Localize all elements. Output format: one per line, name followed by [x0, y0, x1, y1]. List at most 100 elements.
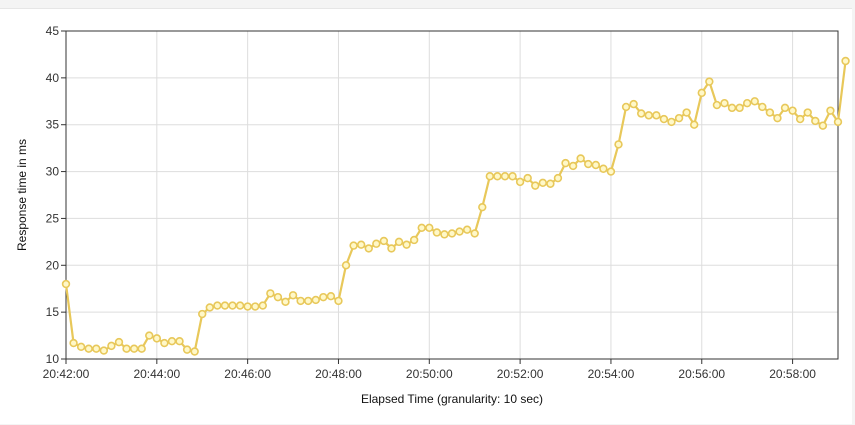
data-point	[637, 109, 646, 118]
grid-lines	[65, 30, 838, 360]
data-point	[288, 291, 298, 300]
y-tick-label: 15	[46, 305, 60, 319]
data-point	[750, 97, 759, 106]
data-point	[190, 347, 199, 356]
data-point	[788, 106, 797, 115]
data-point	[447, 229, 457, 238]
x-tick-label: 20:44:00	[133, 367, 180, 381]
y-axis-ticks: 10 15 20 25 30 35 40 45	[46, 24, 66, 366]
data-point	[742, 98, 752, 108]
data-point	[697, 88, 706, 98]
data-point	[629, 99, 638, 109]
data-point	[584, 159, 593, 169]
data-point	[546, 179, 555, 188]
y-tick-label: 35	[46, 118, 60, 132]
data-point	[515, 177, 525, 187]
data-point	[402, 240, 411, 249]
x-tick-label: 20:58:00	[769, 367, 816, 381]
data-point	[765, 108, 775, 117]
data-point	[160, 338, 169, 348]
data-point	[478, 202, 487, 212]
data-point	[92, 344, 101, 353]
data-point	[266, 289, 275, 298]
data-point	[372, 239, 381, 248]
data-point	[409, 235, 419, 245]
data-point	[137, 344, 146, 353]
x-tick-label: 20:46:00	[224, 367, 271, 381]
x-tick-label: 20:42:00	[43, 367, 90, 381]
data-point	[235, 301, 245, 310]
data-point	[296, 296, 305, 306]
y-tick-label: 25	[46, 211, 60, 225]
y-tick-label: 40	[46, 71, 60, 85]
data-point	[99, 346, 109, 355]
data-point	[833, 117, 843, 127]
data-point	[720, 98, 729, 108]
data-point	[576, 154, 585, 163]
data-point	[432, 228, 442, 237]
data-point	[470, 229, 479, 238]
data-point	[659, 114, 669, 124]
data-point	[652, 111, 661, 120]
data-point	[152, 334, 162, 343]
data-point	[273, 292, 283, 302]
data-point	[667, 117, 676, 127]
data-points	[61, 56, 850, 356]
data-point	[182, 345, 192, 354]
data-point	[538, 178, 548, 188]
data-point	[220, 301, 230, 310]
data-point	[727, 103, 737, 113]
data-point	[561, 158, 570, 168]
data-point	[811, 116, 820, 126]
data-point	[228, 301, 237, 310]
y-tick-label: 45	[46, 24, 60, 38]
data-point	[440, 230, 449, 239]
data-point	[303, 296, 313, 306]
data-point	[251, 302, 260, 311]
data-point	[621, 102, 631, 112]
data-point	[258, 301, 267, 310]
data-point	[129, 344, 139, 353]
x-axis-label: Elapsed Time (granularity: 10 sec)	[361, 392, 543, 406]
data-point	[705, 77, 714, 86]
data-point	[712, 100, 722, 110]
data-point	[531, 181, 540, 190]
data-point	[795, 114, 805, 124]
y-axis-label: Response time in ms	[15, 139, 29, 251]
data-point	[493, 172, 502, 181]
x-tick-label: 20:52:00	[497, 367, 544, 381]
data-point	[591, 160, 601, 170]
data-point	[674, 113, 684, 123]
data-point	[311, 295, 320, 305]
data-point	[319, 292, 328, 302]
data-point	[462, 225, 472, 234]
data-point	[205, 303, 215, 312]
x-tick-label: 20:56:00	[678, 367, 725, 381]
data-point	[114, 337, 124, 347]
data-point	[826, 106, 835, 115]
data-point	[758, 102, 767, 112]
data-point	[76, 342, 86, 352]
data-point	[485, 172, 495, 181]
data-point	[523, 173, 532, 183]
data-point	[599, 164, 608, 173]
data-point	[213, 301, 222, 310]
data-point	[818, 121, 828, 130]
data-point	[425, 223, 434, 233]
data-point	[364, 244, 373, 253]
data-point	[735, 103, 744, 113]
data-point	[69, 338, 78, 348]
data-point	[145, 331, 154, 340]
data-point	[167, 336, 177, 346]
data-point	[175, 336, 184, 346]
data-point	[349, 241, 358, 250]
x-tick-label: 20:50:00	[406, 367, 453, 381]
data-point	[387, 244, 396, 253]
data-point	[122, 344, 131, 353]
data-point	[281, 297, 290, 307]
data-point	[773, 113, 782, 123]
x-axis-ticks: 20:42:00 20:44:00 20:46:00 20:48:00 20:50:00…	[43, 359, 816, 381]
data-point	[198, 309, 207, 319]
data-point	[780, 103, 790, 113]
data-point	[508, 172, 517, 181]
